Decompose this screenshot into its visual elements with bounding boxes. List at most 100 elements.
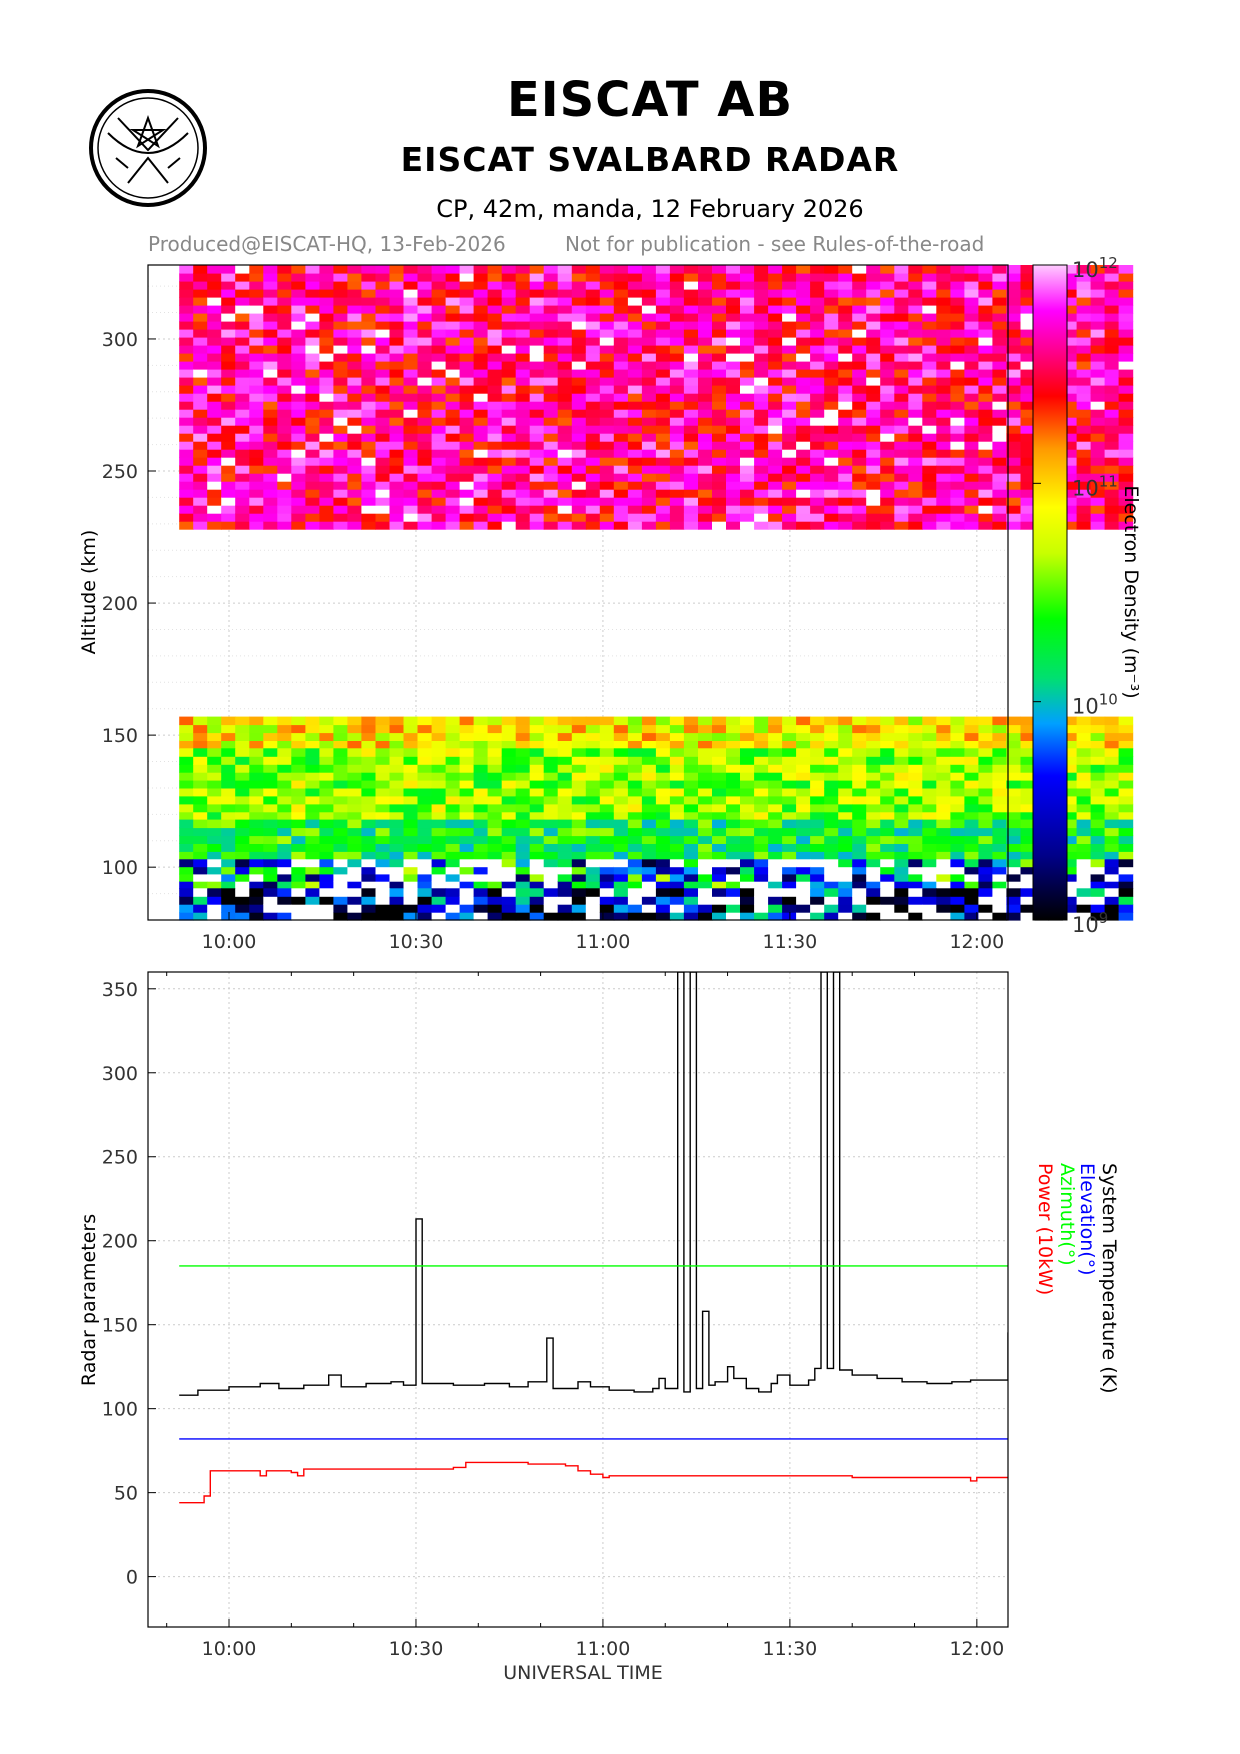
heatmap-cell [655,866,671,875]
heatmap-cell [291,457,306,466]
heatmap-cell [193,273,208,282]
heatmap-cell [866,361,881,370]
heatmap-cell [585,772,601,781]
heatmap-cell [880,859,895,868]
heatmap-cell [698,881,713,889]
heatmap-cell [796,281,811,290]
heatmap-cell [978,859,993,868]
heatmap-cell [726,289,741,298]
heatmap-cell [740,896,755,905]
heatmap-cell [529,289,545,298]
heatmap-cell [571,449,587,458]
heatmap-cell [978,401,993,410]
heatmap-cell [529,724,545,734]
heatmap-cell [782,521,797,530]
heatmap-cell [445,881,461,889]
heatmap-cell [992,513,1007,522]
heatmap-cell [627,457,643,466]
heatmap-cell [319,265,334,274]
heatmap-cell [389,724,405,734]
heatmap-cell [235,329,250,338]
heatmap-cell [459,305,475,314]
heatmap-cell [950,281,965,290]
heatmap-cell [1090,896,1106,905]
heatmap-cell [880,369,895,378]
heatmap-cell [712,780,727,789]
heatmap-cell [459,377,475,386]
heatmap-cell [754,273,769,282]
heatmap-cell [291,851,306,860]
heatmap-cell [277,881,292,889]
heatmap-cell [1076,361,1092,370]
heatmap-cell [1076,489,1092,498]
heatmap-cell [389,457,405,466]
heatmap-cell [403,337,419,346]
heatmap-cell [515,393,531,402]
heatmap-cell [347,401,362,410]
heatmap-cell [347,265,362,274]
heatmap-cell [305,353,320,362]
heatmap-cell [669,896,685,905]
heatmap-cell [936,369,951,378]
heatmap-cell [922,337,937,346]
heatmap-cell [543,337,559,346]
heatmap-cell [375,787,391,797]
heatmap-cell [936,409,951,418]
heatmap-cell [375,756,391,765]
heatmap-cell [487,866,503,875]
heatmap-cell [473,716,489,726]
heatmap-cell [445,756,461,765]
heatmap-cell [305,417,320,426]
heatmap-cell [543,851,559,860]
heatmap-cell [263,740,278,749]
heatmap-cell [683,313,699,322]
heatmap-cell [754,851,769,860]
heatmap-cell [221,896,236,905]
heatmap-cell [529,401,545,410]
heatmap-cell [487,795,503,805]
heatmap-cell [431,716,447,726]
heatmap-cell [838,265,853,274]
heatmap-cell [782,441,797,450]
heatmap-cell [768,289,783,298]
heatmap-cell [305,289,320,298]
heatmap-cell [866,795,881,805]
heatmap-cell [333,337,348,346]
heatmap-cell [305,505,320,514]
heatmap-cell [501,337,517,346]
heatmap-cell [1090,716,1106,726]
heatmap-cell [726,787,741,797]
heatmap-cell [1020,289,1036,298]
heatmap-cell [655,457,671,466]
heatmap-cell [740,313,755,322]
heatmap-cell [529,409,545,418]
heatmap-cell [235,866,250,875]
heatmap-cell [922,859,937,868]
heatmap-cell [487,441,503,450]
heatmap-cell [669,851,685,860]
heatmap-cell [796,764,811,773]
heatmap-cell [375,361,391,370]
heatmap-cell [347,896,362,905]
heatmap-cell [782,888,797,897]
heatmap-cell [880,843,895,852]
heatmap-cell [459,843,475,852]
heatmap-cell [193,401,208,410]
heatmap-cell [852,321,867,330]
heatmap-cell [361,313,376,322]
heatmap-cell [768,780,783,789]
heatmap-cell [347,457,362,466]
heatmap-cell [571,740,587,749]
heatmap-cell [922,449,937,458]
heatmap-cell [683,321,699,330]
heatmap-cell [459,401,475,410]
heatmap-cell [908,896,923,905]
heatmap-cell [1118,489,1134,498]
heatmap-cell [515,803,531,813]
heatmap-cell [207,772,222,781]
heatmap-cell [529,481,545,490]
heatmap-cell [263,409,278,418]
heatmap-cell [810,385,825,394]
heatmap-cell [557,819,573,829]
heatmap-cell [669,772,685,781]
